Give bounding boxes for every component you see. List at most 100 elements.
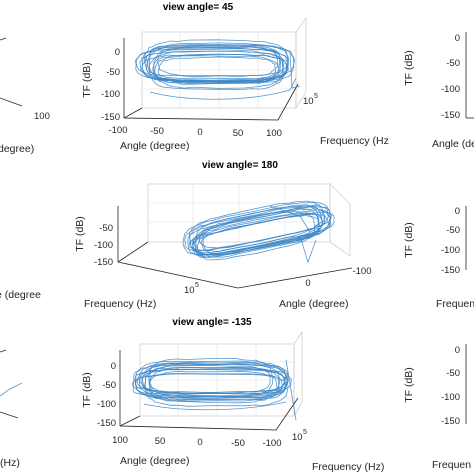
chart1-z-tick: -50 <box>106 67 120 78</box>
right-mid-tick: -50 <box>446 225 460 236</box>
chart3-x-axis <box>119 425 277 431</box>
chart1-trace <box>147 42 290 83</box>
right-mid-label: TF (dB) <box>403 222 415 258</box>
chart2-trace <box>200 213 323 253</box>
chart1-trace <box>157 46 279 78</box>
chart3-x-tick: 50 <box>155 436 166 447</box>
chart3-z-label: TF (dB) <box>81 372 93 408</box>
chart3-title: view angle= -135 <box>172 317 252 328</box>
chart2-title: view angle= 180 <box>202 160 278 171</box>
chart1-x-tick: -100 <box>108 125 127 136</box>
left-top-axis-line <box>0 97 23 107</box>
chart3-trace <box>134 360 287 400</box>
chart3-trace <box>285 359 297 421</box>
chart1-trace <box>149 77 297 100</box>
right-top-tick: 0 <box>455 33 460 44</box>
chart1-trace <box>289 51 301 89</box>
chart2-z-tick: -100 <box>94 240 113 251</box>
chart1-side-wall <box>295 16 307 110</box>
chart2-trace <box>299 235 317 264</box>
right-top-label: TF (dB) <box>403 50 415 86</box>
chart2-trace <box>188 211 335 255</box>
right-top-tick: -150 <box>441 110 460 121</box>
chart3-corner-edge <box>119 415 141 427</box>
chart2-corner-edge <box>117 241 149 263</box>
chart1-x-tick: 50 <box>233 128 244 139</box>
left-top-fragment: 100 degree) <box>0 37 50 155</box>
chart1-z-tick: 0 <box>115 47 120 58</box>
chart2-y-tick-exp: 5 <box>195 282 199 289</box>
left-mid-fragment: e (degree <box>0 289 41 301</box>
chart1-y-axis <box>277 83 299 121</box>
chart2-x-tick: 0 <box>305 278 310 289</box>
chart3-trace <box>143 401 287 411</box>
chart3-z-tick: -50 <box>102 380 116 391</box>
left-top-tick: 100 <box>34 111 50 122</box>
right-mid-fragment: 0 -50 -100 -150 TF (dB) Frequen <box>403 206 474 310</box>
left-bottom-axis-line-2 <box>0 411 19 419</box>
chart1-z-tick: -150 <box>101 112 120 123</box>
chart1-x-tick: 0 <box>197 127 202 138</box>
chart3-y-axis <box>275 397 299 431</box>
chart3-trace <box>149 367 280 401</box>
chart2-y-label: Frequency (Hz) <box>84 298 156 310</box>
right-bottom-xlabel: Frequen <box>432 459 471 471</box>
chart2-z-tick: -150 <box>94 257 113 268</box>
right-bottom-tick: -50 <box>446 368 460 379</box>
right-bottom-label: TF (dB) <box>403 367 415 403</box>
left-bottom-label: (Hz) <box>0 457 20 469</box>
chart1-y-tick-exp: 5 <box>314 93 318 100</box>
chart2-trace <box>187 205 332 251</box>
chart1-x-tick: -50 <box>150 126 164 137</box>
chart3-trace <box>136 368 286 393</box>
left-mid-label: e (degree <box>0 289 41 301</box>
chart2-y-tick: 10 <box>184 285 195 296</box>
right-mid-tick: -150 <box>441 265 460 276</box>
chart3-trace <box>148 364 271 395</box>
right-mid-tick: 0 <box>455 206 460 217</box>
chart2-trace <box>188 200 326 256</box>
chart1-x-axis <box>123 117 279 121</box>
chart1-z-label: TF (dB) <box>81 62 93 98</box>
chart2-z-label: TF (dB) <box>74 216 86 252</box>
chart1-trace <box>154 55 277 85</box>
chart2-x-label: Angle (degree) <box>279 298 348 310</box>
right-top-tick: -50 <box>446 58 460 69</box>
chart1-z-tick: -100 <box>101 89 120 100</box>
chart2-trace <box>195 204 324 256</box>
left-bottom-axis-line <box>0 349 7 353</box>
left-bottom-curve <box>0 382 23 397</box>
chart1-y-tick: 10 <box>303 96 314 107</box>
chart2-trace <box>193 212 324 255</box>
chart2-y-axis <box>117 261 239 289</box>
chart3-trace <box>139 362 290 395</box>
chart3-trace <box>144 364 289 407</box>
chart2-z-tick: -50 <box>99 223 113 234</box>
chart1-x-label: Angle (degree) <box>120 140 189 152</box>
chart1-x-tick: 100 <box>266 128 282 139</box>
left-bottom-fragment: (Hz) <box>0 349 23 469</box>
chart3-series <box>131 357 297 421</box>
left-top-axis-line-2 <box>0 37 7 41</box>
chart1-series <box>134 39 301 100</box>
chart3-y-label: Frequency (Hz) <box>312 461 384 473</box>
chart3-z-tick: 0 <box>111 361 116 372</box>
chart1-trace <box>148 44 282 83</box>
right-bottom-tick: -150 <box>441 416 460 427</box>
chart3-y-tick: 10 <box>292 432 303 443</box>
chart3-z-tick: -100 <box>97 399 116 410</box>
chart1-y-label: Frequency (Hz <box>320 135 389 147</box>
chart3-x-label: Angle (degree) <box>120 455 189 467</box>
chart3-x-tick: -100 <box>262 438 281 449</box>
chart2-side-wall <box>329 183 351 257</box>
chart3-x-tick: 100 <box>112 435 128 446</box>
right-top-tick: -100 <box>441 84 460 95</box>
right-mid-tick: -100 <box>441 245 460 256</box>
chart2-trace <box>269 205 311 233</box>
chart1-corner-edge <box>123 107 143 119</box>
right-top-fragment: 0 -50 -100 -150 TF (dB) Angle (deg <box>403 32 474 150</box>
right-bottom-tick: 0 <box>455 345 460 356</box>
right-mid-xlabel: Frequen <box>436 298 474 310</box>
chart3-trace <box>134 368 286 394</box>
